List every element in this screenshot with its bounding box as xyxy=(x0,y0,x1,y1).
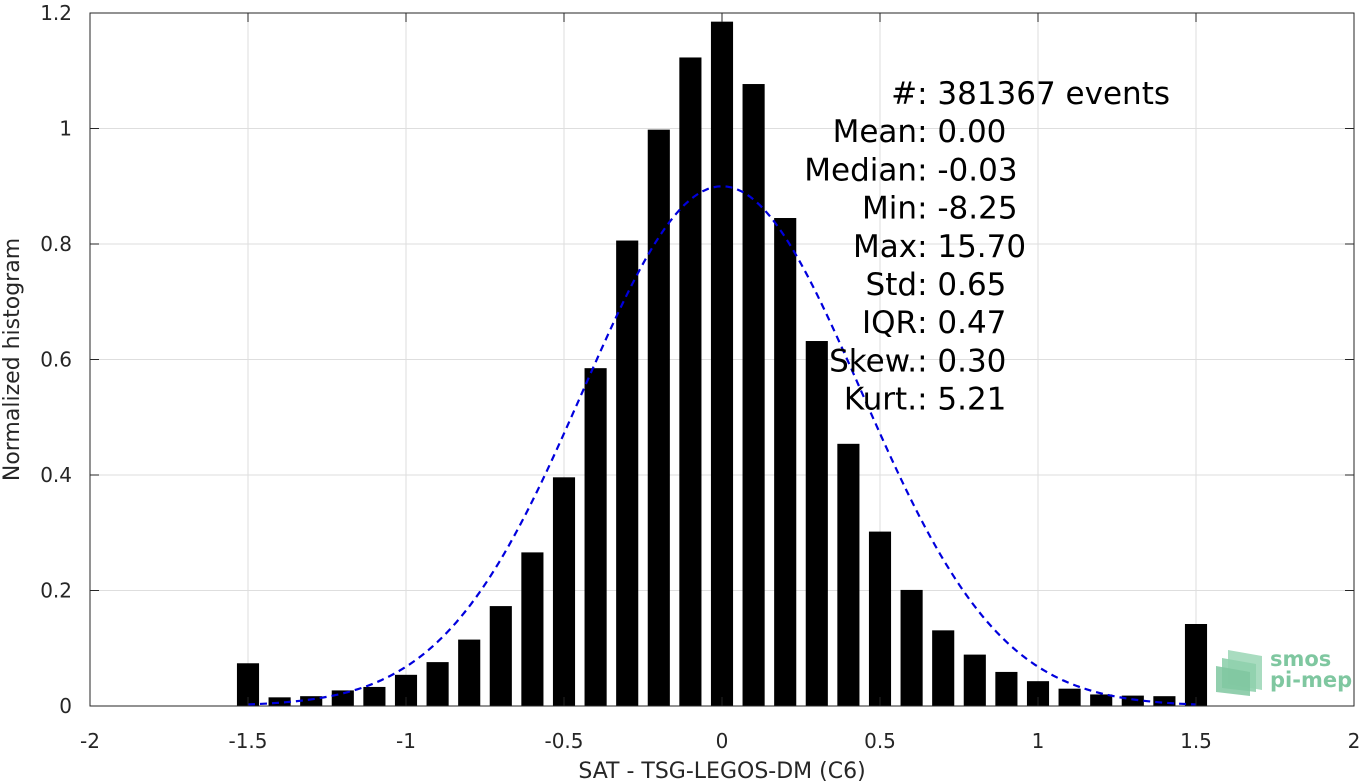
histogram-bar xyxy=(458,639,481,706)
stat-label: # xyxy=(891,76,917,112)
x-axis-label: SAT - TSG-LEGOS-DM (C6) xyxy=(578,759,865,784)
stat-label: Skew. xyxy=(829,343,917,379)
histogram-bar xyxy=(963,654,986,706)
x-tick-label: -1.5 xyxy=(228,729,267,753)
histogram-bar xyxy=(805,341,828,706)
x-tick-label: 0 xyxy=(716,729,729,753)
histogram-bar xyxy=(742,84,765,707)
stat-value: : -8.25 xyxy=(917,191,1018,227)
histogram-bar xyxy=(236,663,260,706)
smos-pimep-logo: smos pi-mep xyxy=(1216,647,1352,696)
histogram-bar xyxy=(363,686,386,706)
histogram-bar xyxy=(426,662,449,706)
histogram-bar xyxy=(679,57,702,706)
x-tick-label: -1 xyxy=(396,729,416,753)
histogram-bar xyxy=(521,552,544,706)
stat-value: : -0.03 xyxy=(917,152,1018,188)
stat-label: Mean xyxy=(833,114,917,150)
histogram-bar xyxy=(868,531,892,706)
y-tick-label: 1.2 xyxy=(40,1,72,25)
stat-value: : 0.00 xyxy=(917,114,1006,150)
logo-text-smos: smos xyxy=(1270,647,1331,671)
histogram-bar xyxy=(584,368,607,706)
x-axis-ticks: -2 -1.5 -1 -0.5 0 0.5 1 1.5 2 xyxy=(80,13,1360,753)
x-tick-label: 1 xyxy=(1032,729,1045,753)
stat-value: : 0.47 xyxy=(917,305,1006,341)
y-axis-ticks: 0 0.2 0.4 0.6 0.8 1 1.2 xyxy=(40,1,1354,718)
stat-value: : 381367 events xyxy=(917,76,1170,112)
histogram-bar xyxy=(1121,695,1144,706)
histogram-bar xyxy=(616,240,639,706)
histogram-bar xyxy=(331,690,354,706)
histogram-bar xyxy=(1184,623,1208,706)
stat-value: : 0.65 xyxy=(917,267,1006,303)
stat-label: Min xyxy=(862,191,917,227)
x-tick-label: -0.5 xyxy=(544,729,583,753)
histogram-bar xyxy=(552,477,576,706)
stat-label: Median xyxy=(804,152,917,188)
stat-value: : 15.70 xyxy=(917,229,1026,265)
histogram-bar xyxy=(995,671,1018,706)
logo-text-pimep: pi-mep xyxy=(1270,668,1352,692)
histogram-bar xyxy=(300,696,323,706)
y-tick-label: 0 xyxy=(59,694,72,718)
x-tick-label: 1.5 xyxy=(1180,729,1212,753)
histogram-bar xyxy=(1026,681,1050,706)
y-tick-label: 0.8 xyxy=(40,232,72,256)
stat-label: Kurt. xyxy=(844,382,917,418)
histogram-bar xyxy=(489,606,512,706)
stat-label: Max xyxy=(853,229,917,265)
y-tick-label: 0.6 xyxy=(40,348,72,372)
histogram-bar xyxy=(1090,694,1113,706)
x-tick-label: -2 xyxy=(80,729,100,753)
stat-value: : 5.21 xyxy=(917,382,1006,418)
histogram-bar xyxy=(774,218,797,706)
histogram-bar xyxy=(710,21,734,707)
histogram-bar xyxy=(268,697,291,706)
y-tick-label: 1 xyxy=(59,117,72,141)
histogram-bars xyxy=(236,21,1208,707)
stat-label: IQR xyxy=(862,305,917,341)
stat-label: Std xyxy=(866,267,918,303)
histogram-bar xyxy=(932,630,955,706)
y-tick-label: 0.4 xyxy=(40,463,72,487)
x-tick-label: 2 xyxy=(1348,729,1361,753)
x-tick-label: 0.5 xyxy=(864,729,896,753)
histogram-bar xyxy=(647,129,670,706)
histogram-bar xyxy=(1153,696,1176,706)
histogram-bar xyxy=(1058,688,1081,706)
histogram-bar xyxy=(837,443,860,706)
stat-value: : 0.30 xyxy=(917,343,1006,379)
y-axis-label: Normalized histogram xyxy=(0,238,25,481)
y-tick-label: 0.2 xyxy=(40,579,72,603)
histogram-bar xyxy=(900,589,923,706)
logo-icon xyxy=(1216,650,1262,696)
histogram-bar xyxy=(394,674,418,706)
